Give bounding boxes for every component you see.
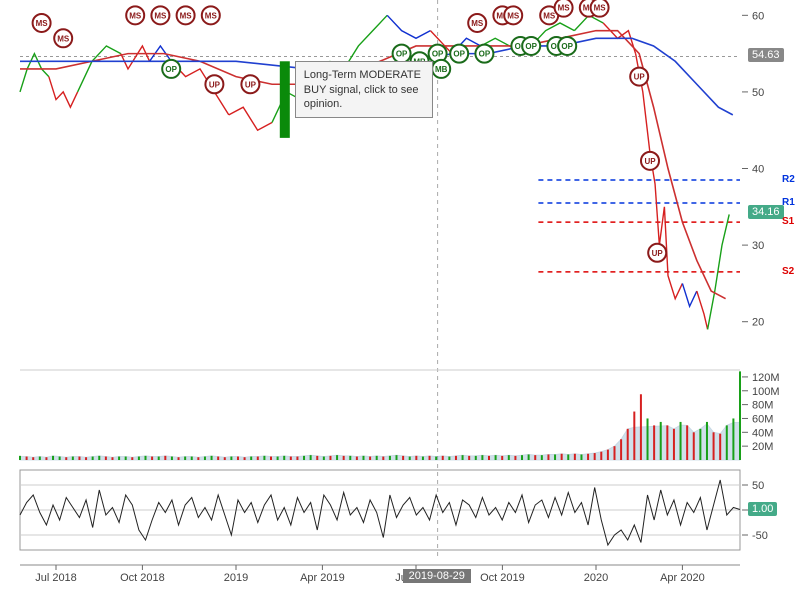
hline-price-badge: 54.63 — [748, 48, 784, 62]
svg-text:40: 40 — [752, 164, 764, 176]
svg-text:100M: 100M — [752, 386, 780, 398]
svg-text:2019: 2019 — [224, 572, 248, 584]
svg-text:MB: MB — [435, 65, 448, 74]
svg-text:20: 20 — [752, 317, 764, 329]
svg-text:OP: OP — [432, 50, 444, 59]
svg-text:OP: OP — [453, 50, 465, 59]
svg-text:Jul 2018: Jul 2018 — [35, 572, 77, 584]
oscillator-value-badge: 1.00 — [748, 502, 777, 516]
resistance-2-label: R2 — [782, 174, 795, 185]
svg-text:Apr 2020: Apr 2020 — [660, 572, 705, 584]
current-price-badge: 34.16 — [748, 205, 784, 219]
svg-text:MS: MS — [57, 34, 70, 43]
signal-tooltip[interactable]: Long-Term MODERATE BUY signal, click to … — [295, 61, 433, 118]
svg-text:OP: OP — [561, 42, 573, 51]
svg-text:-50: -50 — [752, 530, 768, 542]
svg-text:80M: 80M — [752, 400, 773, 412]
svg-text:MS: MS — [154, 11, 167, 20]
svg-text:50: 50 — [752, 480, 764, 492]
svg-text:OP: OP — [396, 50, 408, 59]
svg-text:MS: MS — [507, 11, 520, 20]
svg-text:Oct 2018: Oct 2018 — [120, 572, 165, 584]
svg-text:Oct 2019: Oct 2019 — [480, 572, 525, 584]
svg-text:30: 30 — [752, 240, 764, 252]
svg-text:OP: OP — [525, 42, 537, 51]
svg-text:20M: 20M — [752, 441, 773, 453]
svg-text:2020: 2020 — [584, 572, 608, 584]
svg-text:UP: UP — [652, 249, 664, 258]
svg-text:50: 50 — [752, 87, 764, 99]
svg-text:60: 60 — [752, 10, 764, 22]
svg-text:OP: OP — [165, 65, 177, 74]
svg-text:UP: UP — [209, 80, 221, 89]
svg-text:OP: OP — [479, 50, 491, 59]
svg-text:MS: MS — [129, 11, 142, 20]
svg-text:MS: MS — [558, 4, 571, 13]
svg-text:MS: MS — [471, 19, 484, 28]
svg-text:60M: 60M — [752, 413, 773, 425]
svg-text:MS: MS — [594, 4, 607, 13]
stock-chart[interactable]: 2030405060MSMSMSMSMSMSOPUPUPOPMBOPMBOPMS… — [0, 0, 800, 600]
svg-text:UP: UP — [644, 157, 656, 166]
svg-text:UP: UP — [245, 80, 257, 89]
support-1-label: S1 — [782, 216, 794, 227]
svg-text:40M: 40M — [752, 427, 773, 439]
support-2-label: S2 — [782, 266, 794, 277]
svg-text:MS: MS — [205, 11, 218, 20]
svg-text:120M: 120M — [752, 372, 780, 384]
svg-text:MS: MS — [543, 11, 556, 20]
svg-text:UP: UP — [634, 73, 646, 82]
resistance-1-label: R1 — [782, 197, 795, 208]
crosshair-date-badge: 2019-08-29 — [403, 569, 471, 583]
svg-text:MS: MS — [36, 19, 49, 28]
svg-text:MS: MS — [180, 11, 193, 20]
svg-text:Apr 2019: Apr 2019 — [300, 572, 345, 584]
